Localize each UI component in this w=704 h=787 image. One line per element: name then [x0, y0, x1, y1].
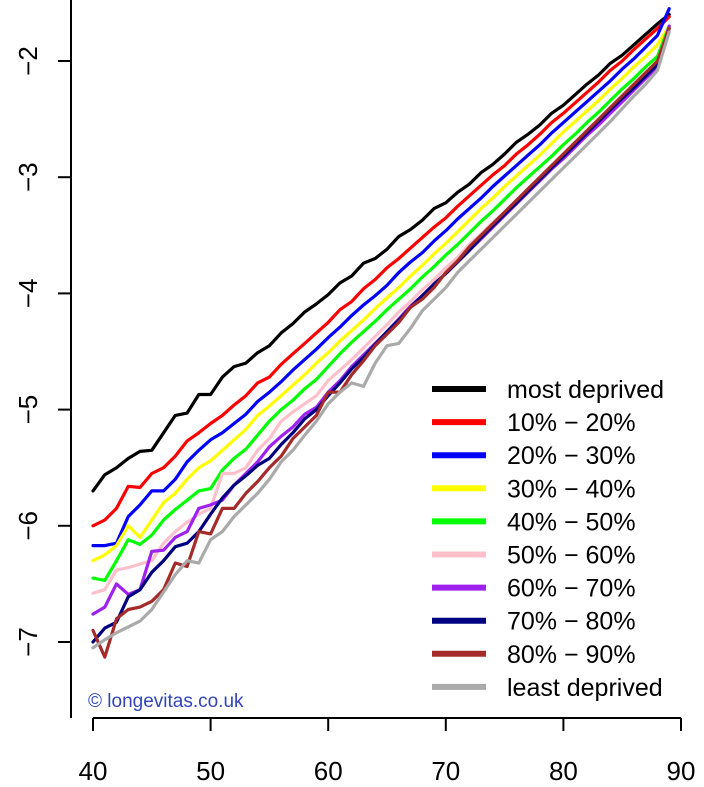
axes	[70, 0, 681, 719]
x-tick-label: 90	[667, 756, 696, 786]
x-tick-label: 50	[196, 756, 225, 786]
series-line-4	[91, 24, 671, 563]
legend-label: 70% − 80%	[507, 608, 636, 636]
x-tick-label: 60	[314, 756, 343, 786]
y-tick-label: −3	[13, 162, 43, 192]
series-line-2	[91, 15, 671, 528]
legend-label: 20% − 30%	[507, 442, 636, 470]
legend-label: 30% − 40%	[507, 475, 636, 503]
legend-label: 40% − 50%	[507, 508, 636, 536]
y-tick-label: −5	[13, 395, 43, 425]
x-tick-label: 40	[79, 756, 108, 786]
y-tick-label: −7	[13, 627, 43, 657]
legend-label: least deprived	[507, 674, 663, 702]
series-line-1	[91, 12, 671, 493]
legend-label: 80% − 90%	[507, 641, 636, 669]
x-tick-label: 80	[549, 756, 578, 786]
series-line-3	[91, 7, 671, 548]
x-axis-ticks: 40 50 60 70 80 90	[79, 718, 696, 786]
watermark: © longevitas.co.uk	[88, 691, 244, 712]
legend-label: 60% − 70%	[507, 575, 636, 603]
legend-label: most deprived	[507, 376, 664, 404]
legend: most deprived 10% − 20% 20% − 30% 30% − 40%…	[432, 376, 664, 702]
legend-label: 50% − 60%	[507, 542, 636, 570]
y-axis-ticks: −7 −6 −5 −4 −3 −2	[13, 46, 71, 657]
y-tick-label: −6	[13, 511, 43, 541]
x-tick-label: 70	[431, 756, 460, 786]
series-line-10	[91, 30, 671, 650]
series-line-5	[91, 24, 671, 583]
legend-label: 10% − 20%	[507, 409, 636, 437]
y-tick-label: −4	[13, 279, 43, 309]
series-lines	[91, 7, 671, 659]
y-tick-label: −2	[13, 46, 43, 76]
